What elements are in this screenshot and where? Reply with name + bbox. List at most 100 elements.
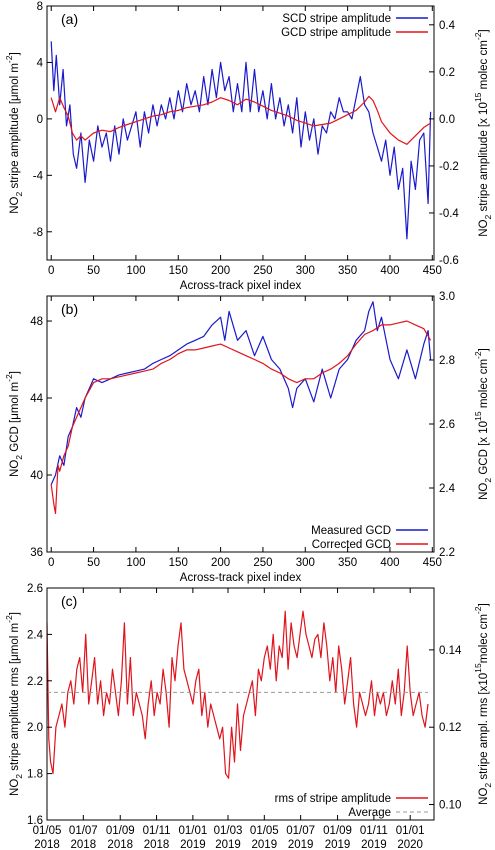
x-tick-label-date: 01/01: [396, 825, 425, 837]
x-tick-label-year: 2020: [397, 839, 423, 850]
y-right-tick-label: 2.8: [439, 355, 455, 367]
x-tick-label-date: 01/09: [323, 825, 352, 837]
x-tick-label-year: 2019: [215, 839, 241, 850]
y-right-tick-label: 0.10: [439, 800, 461, 812]
x-tick-label-year: 2019: [252, 839, 278, 850]
x-tick-label-date: 01/05: [33, 825, 62, 837]
y-axis-label-left: NO2 stripe amplitude rms [μmol m-2]: [4, 612, 24, 796]
legend: SCD stripe amplitude GCD stripe amplitude: [281, 13, 428, 39]
chart-panel-3: 1.6 1.8 2.0 2.2 2.4 2.6 0.10 0.12 0.14 01/05 2018 0…: [4, 583, 493, 850]
y-tick-label: 2.2: [27, 676, 43, 688]
x-tick-label-date: 01/11: [360, 825, 388, 837]
x-tick-label-year: 2019: [180, 839, 206, 850]
series-line-1: [47, 610, 429, 779]
y-tick-label: 1.8: [27, 769, 43, 781]
y-tick-label: 2.4: [27, 629, 44, 641]
y-tick-label: -4: [33, 170, 44, 182]
x-tick-label: 350: [338, 265, 357, 277]
y-tick-label: 36: [30, 547, 43, 559]
x-tick-label: 100: [126, 557, 145, 569]
legend-label: GCD stripe amplitude: [281, 27, 391, 39]
x-tick-label-date: 01/03: [214, 825, 243, 837]
x-tick-label: 300: [296, 557, 315, 569]
y-right-tick-label: 3.0: [439, 291, 455, 303]
y-right-tick-label: -0.2: [439, 161, 459, 173]
x-tick-label-year: 2019: [361, 839, 387, 850]
x-tick-label: 450: [423, 557, 442, 569]
y-right-tick-label: -0.6: [439, 255, 459, 267]
x-tick-label: 250: [253, 265, 272, 277]
x-tick-label: 400: [380, 265, 399, 277]
chart-panel-1: -8 -4 0 4 8 -0.6 -0.4 -0.2 0.0 0.2 0.4 0 50 100 150 200…: [4, 1, 493, 292]
plot-frame: [46, 295, 435, 553]
y-tick-label: 2.6: [27, 583, 43, 595]
x-tick-label: 50: [87, 557, 100, 569]
y-tick-label: 4: [37, 57, 44, 69]
plot-frame: [46, 587, 435, 821]
y-axis-label-right: NO2 GCD [x 1015 molec cm-2]: [473, 348, 493, 500]
y-tick-label: 1.6: [27, 815, 43, 827]
x-tick-label: 200: [211, 265, 230, 277]
legend: rms of stripe amplitude Average: [275, 793, 428, 819]
x-axis-label: Across-track pixel index: [180, 280, 302, 292]
x-tick-label: 150: [169, 557, 188, 569]
y-right-tick-label: -0.4: [439, 208, 459, 220]
x-tick-label-date: 01/05: [250, 825, 279, 837]
legend-label: Measured GCD: [311, 525, 391, 537]
x-tick-label: 250: [253, 557, 272, 569]
x-tick-label-year: 2018: [107, 839, 133, 850]
x-tick-label: 150: [169, 265, 188, 277]
y-axis-label-right: NO2 stripe ampl. rms [x1015molec cm-2]: [473, 603, 493, 805]
y-right-tick-label: 0.14: [439, 645, 462, 657]
series-line-1: [50, 41, 432, 240]
x-tick-label: 350: [338, 557, 357, 569]
y-tick-label: -8: [33, 227, 43, 239]
panel-label: (c): [61, 593, 77, 609]
y-right-tick-label: 0.0: [439, 114, 455, 126]
x-tick-label: 0: [48, 265, 54, 277]
y-right-tick-label: 0.4: [439, 20, 456, 32]
legend: Measured GCD Corrected GCD: [311, 525, 428, 551]
y-right-tick-label: 0.2: [439, 67, 455, 79]
x-tick-label-date: 01/07: [286, 825, 315, 837]
series-line-2: [50, 95, 431, 145]
x-tick-label: 100: [126, 265, 145, 277]
y-axis-label-left: NO2 GCD [μmol m-2]: [4, 371, 24, 477]
x-tick-label-date: 01/11: [143, 825, 171, 837]
y-axis-label-right: NO2 stripe amplitude [x 1015 molec cm-2]: [473, 29, 493, 236]
y-axis-label-left: NO2 stripe amplitude [μmol m-2]: [4, 52, 24, 214]
legend-label: rms of stripe amplitude: [275, 793, 391, 805]
x-tick-label-year: 2019: [325, 839, 351, 850]
legend-label: SCD stripe amplitude: [282, 13, 391, 25]
x-tick-label: 50: [87, 265, 100, 277]
y-right-tick-label: 2.4: [439, 483, 456, 495]
y-right-tick-label: 2.6: [439, 419, 455, 431]
x-axis-label: Across-track pixel index: [180, 572, 302, 584]
x-tick-label-date: 01/07: [69, 825, 98, 837]
series-line-1: [50, 301, 432, 485]
y-tick-label: 40: [30, 470, 43, 482]
y-right-tick-label: 2.2: [439, 547, 455, 559]
legend-label: Corrected GCD: [312, 539, 391, 551]
y-tick-label: 8: [37, 1, 43, 13]
panel-label: (b): [61, 301, 78, 317]
x-tick-label-date: 01/01: [178, 825, 207, 837]
legend-label: Average: [348, 807, 391, 819]
x-tick-label-year: 2018: [144, 839, 170, 850]
y-tick-label: 44: [30, 393, 43, 405]
x-tick-label: 200: [211, 557, 230, 569]
plot-frame: [46, 5, 435, 261]
y-tick-label: 48: [30, 316, 43, 328]
series-line-2: [50, 320, 432, 515]
x-tick-label: 400: [380, 557, 399, 569]
y-right-tick-label: 0.12: [439, 722, 461, 734]
panel-label: (a): [61, 11, 78, 27]
x-tick-label: 300: [296, 265, 315, 277]
y-tick-label: 0: [37, 114, 43, 126]
x-tick-label-year: 2019: [288, 839, 314, 850]
x-tick-label: 0: [48, 557, 54, 569]
y-tick-label: 2.0: [27, 722, 43, 734]
x-tick-label: 450: [423, 265, 442, 277]
x-tick-label-year: 2018: [71, 839, 97, 850]
